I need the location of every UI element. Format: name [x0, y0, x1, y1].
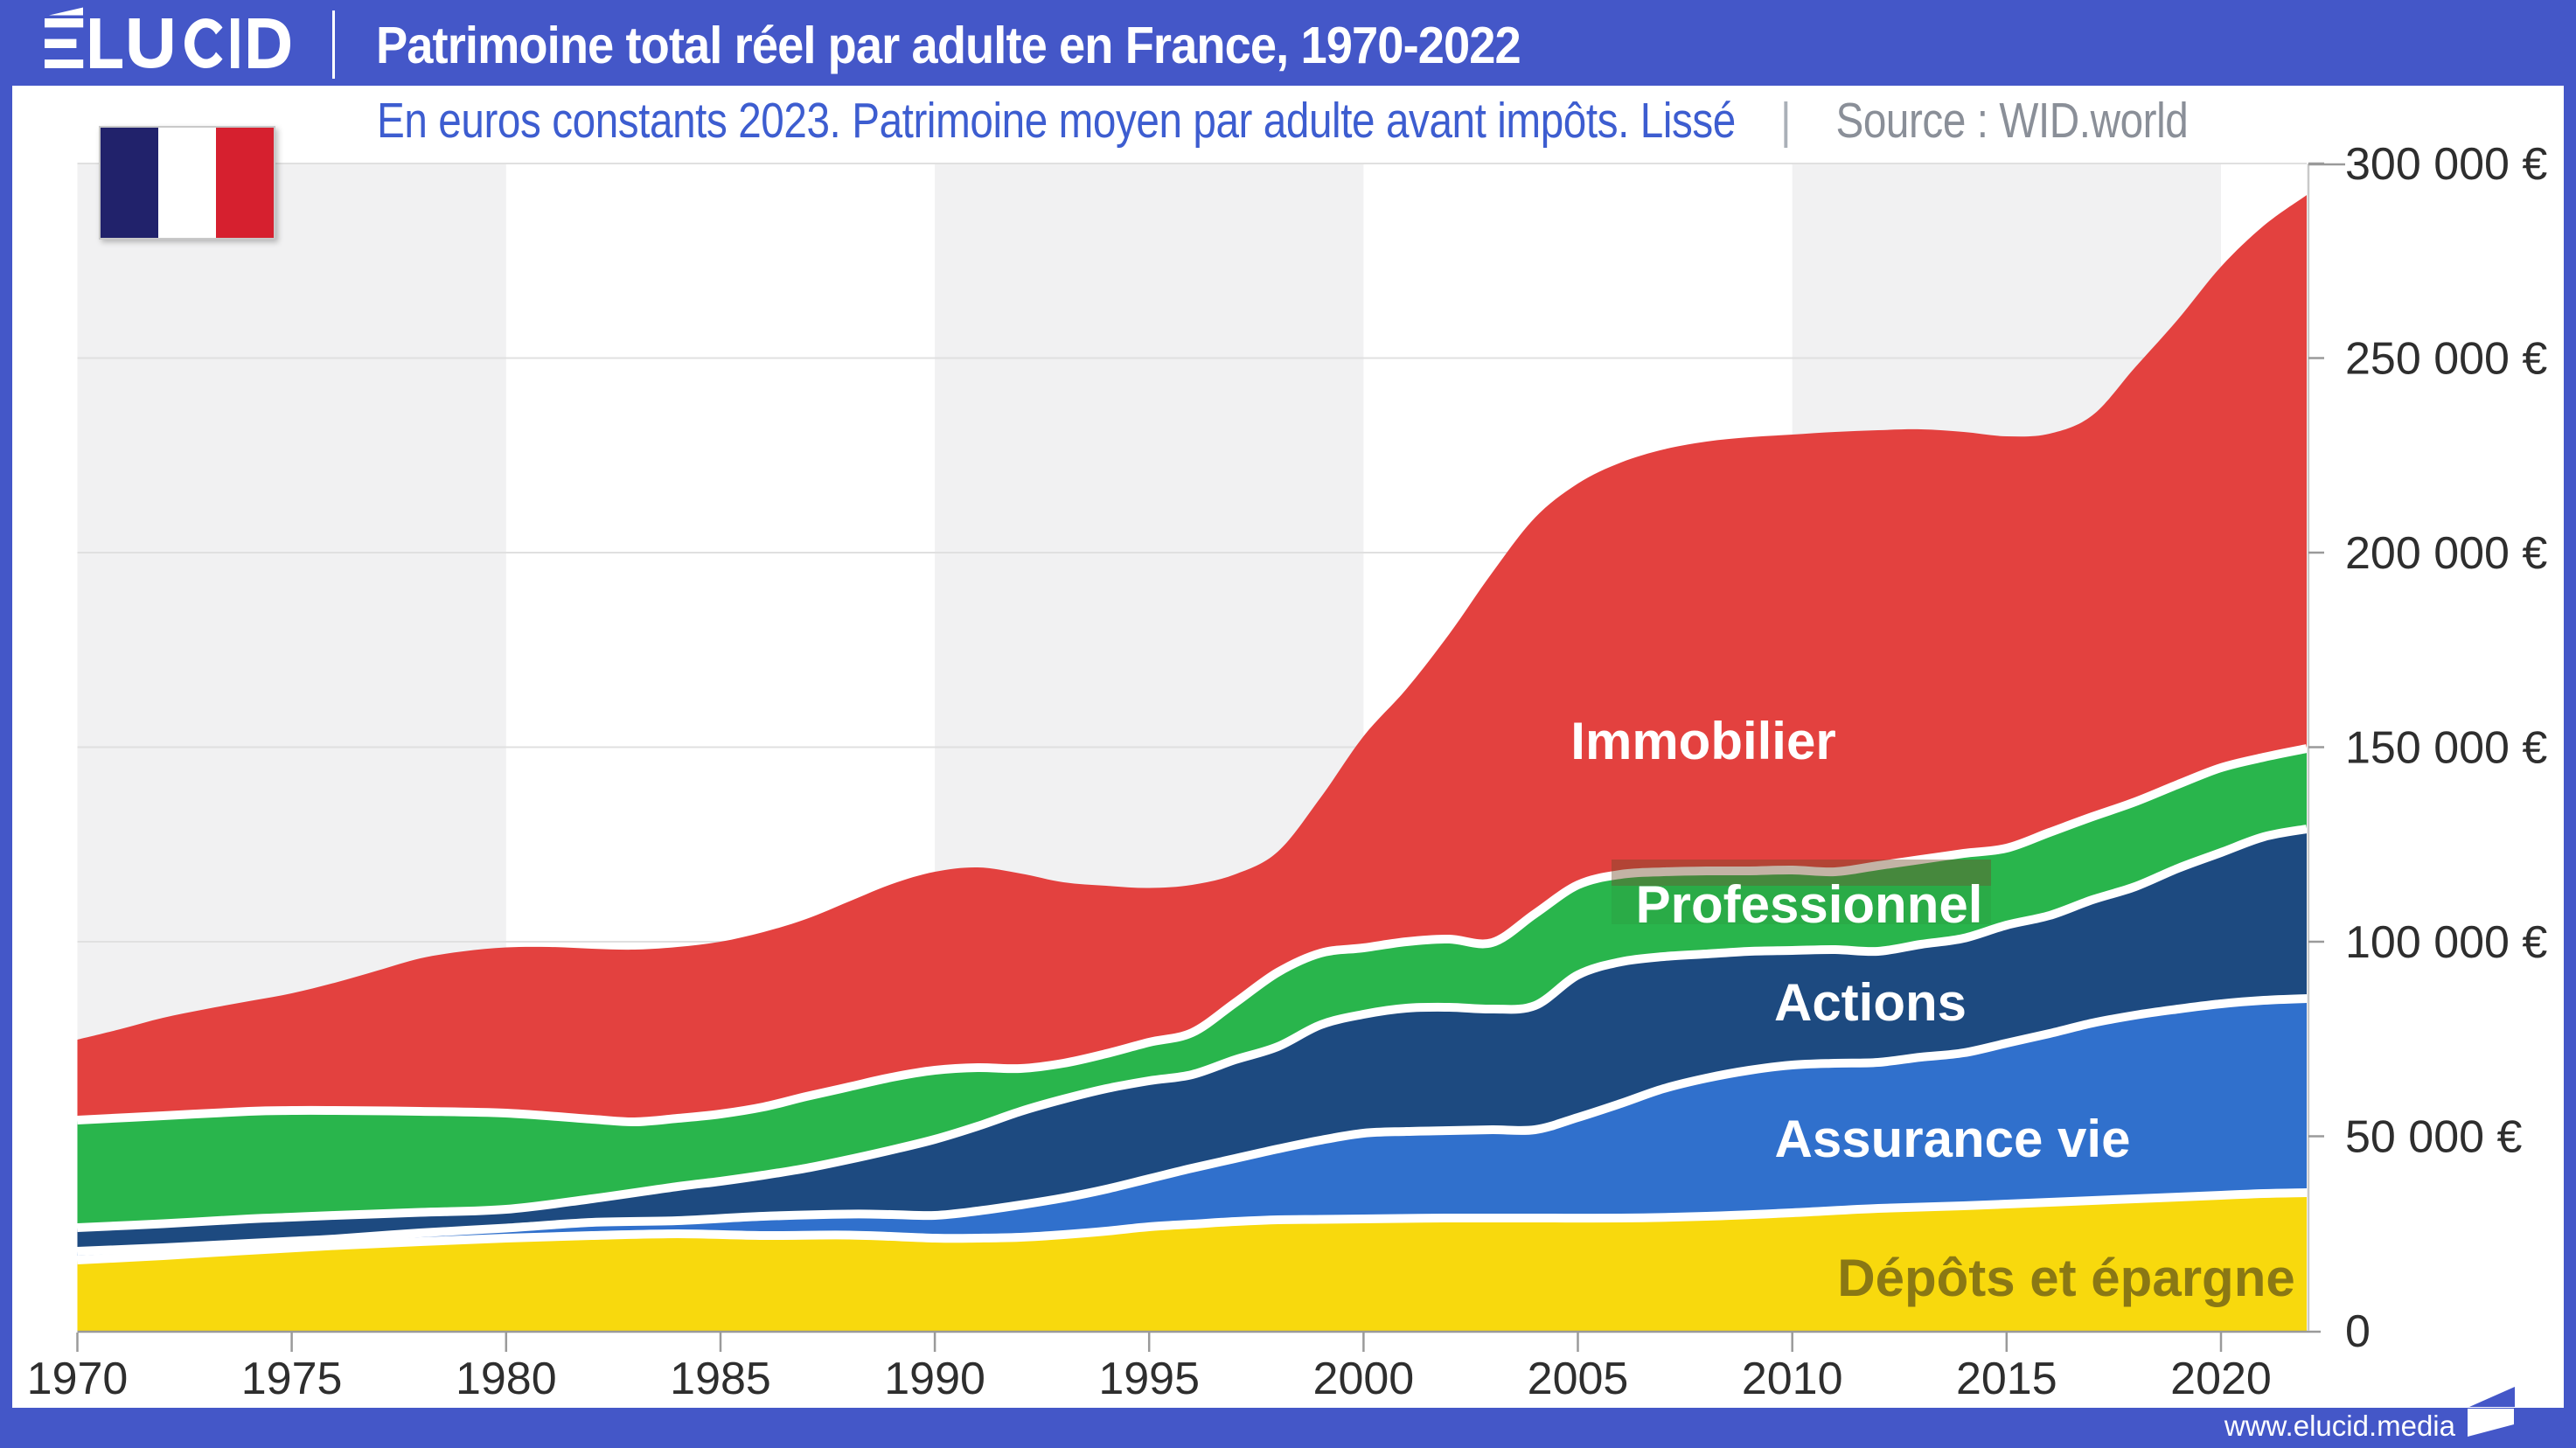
svg-text:Professionnel: Professionnel [1636, 875, 1983, 934]
svg-text:50 000 €: 50 000 € [2345, 1112, 2522, 1163]
svg-text:1975: 1975 [241, 1354, 343, 1404]
svg-text:1970: 1970 [27, 1354, 129, 1404]
svg-text:250 000 €: 250 000 € [2345, 334, 2547, 385]
svg-text:150 000 €: 150 000 € [2345, 723, 2547, 774]
svg-text:200 000 €: 200 000 € [2345, 528, 2547, 579]
svg-text:Dépôts et épargne: Dépôts et épargne [1837, 1249, 2294, 1307]
svg-text:1985: 1985 [670, 1354, 771, 1404]
svg-text:Immobilier: Immobilier [1570, 712, 1835, 770]
svg-text:1980: 1980 [456, 1354, 557, 1404]
svg-text:1990: 1990 [884, 1354, 985, 1404]
svg-text:100 000 €: 100 000 € [2345, 917, 2547, 968]
svg-text:0: 0 [2345, 1306, 2371, 1357]
svg-text:Actions: Actions [1774, 973, 1967, 1032]
svg-text:2015: 2015 [1956, 1354, 2057, 1404]
svg-text:Assurance vie: Assurance vie [1775, 1110, 2131, 1168]
svg-text:2000: 2000 [1313, 1354, 1415, 1404]
svg-text:2005: 2005 [1528, 1354, 1629, 1404]
svg-text:300 000 €: 300 000 € [2345, 139, 2547, 190]
svg-text:2020: 2020 [2170, 1354, 2272, 1404]
svg-text:1995: 1995 [1098, 1354, 1200, 1404]
svg-text:2010: 2010 [1742, 1354, 1843, 1404]
